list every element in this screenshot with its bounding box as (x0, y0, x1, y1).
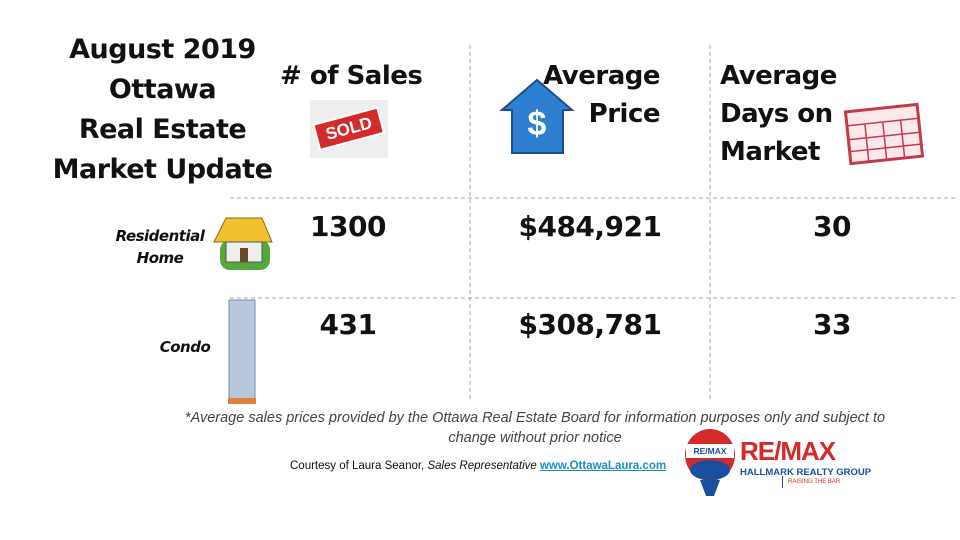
title-line: Ottawa (108, 74, 217, 105)
sales-count: 1300 (310, 210, 386, 243)
title-line: Real Estate (78, 114, 247, 145)
column-header: # of Sales (280, 61, 423, 91)
logo-brand: RE/MAX (740, 436, 836, 466)
dollar-icon: $ (527, 105, 547, 143)
courtesy-role: Sales Representative (427, 460, 537, 472)
sales-count: 431 (319, 308, 377, 341)
title-line: August 2019 (69, 34, 256, 65)
logo-slogan: RAISING THE BAR (788, 479, 841, 485)
website-link[interactable]: www.OttawaLaura.com (539, 460, 667, 472)
row-label: Residential Home (115, 227, 205, 267)
footnote: *Average sales prices provided by the Ot… (184, 410, 886, 446)
average-price: $484,921 (518, 210, 662, 243)
column-header: Average Price (543, 61, 660, 129)
title-line: Market Update (52, 154, 273, 185)
logo-group: HALLMARK REALTY GROUP (740, 467, 872, 478)
courtesy: Courtesy of Laura Seanor, Sales Represen… (290, 460, 666, 472)
average-price: $308,781 (518, 308, 662, 341)
balloon-label: RE/MAX (693, 446, 727, 456)
row-label: Condo (159, 338, 211, 356)
title: August 2019 Ottawa Real Estate Market Up… (40, 30, 285, 190)
courtesy-text: Courtesy of Laura Seanor, (290, 460, 425, 472)
days-on-market: 30 (813, 210, 851, 243)
days-on-market: 33 (813, 308, 851, 341)
column-header: Average Days on Market (720, 61, 837, 167)
